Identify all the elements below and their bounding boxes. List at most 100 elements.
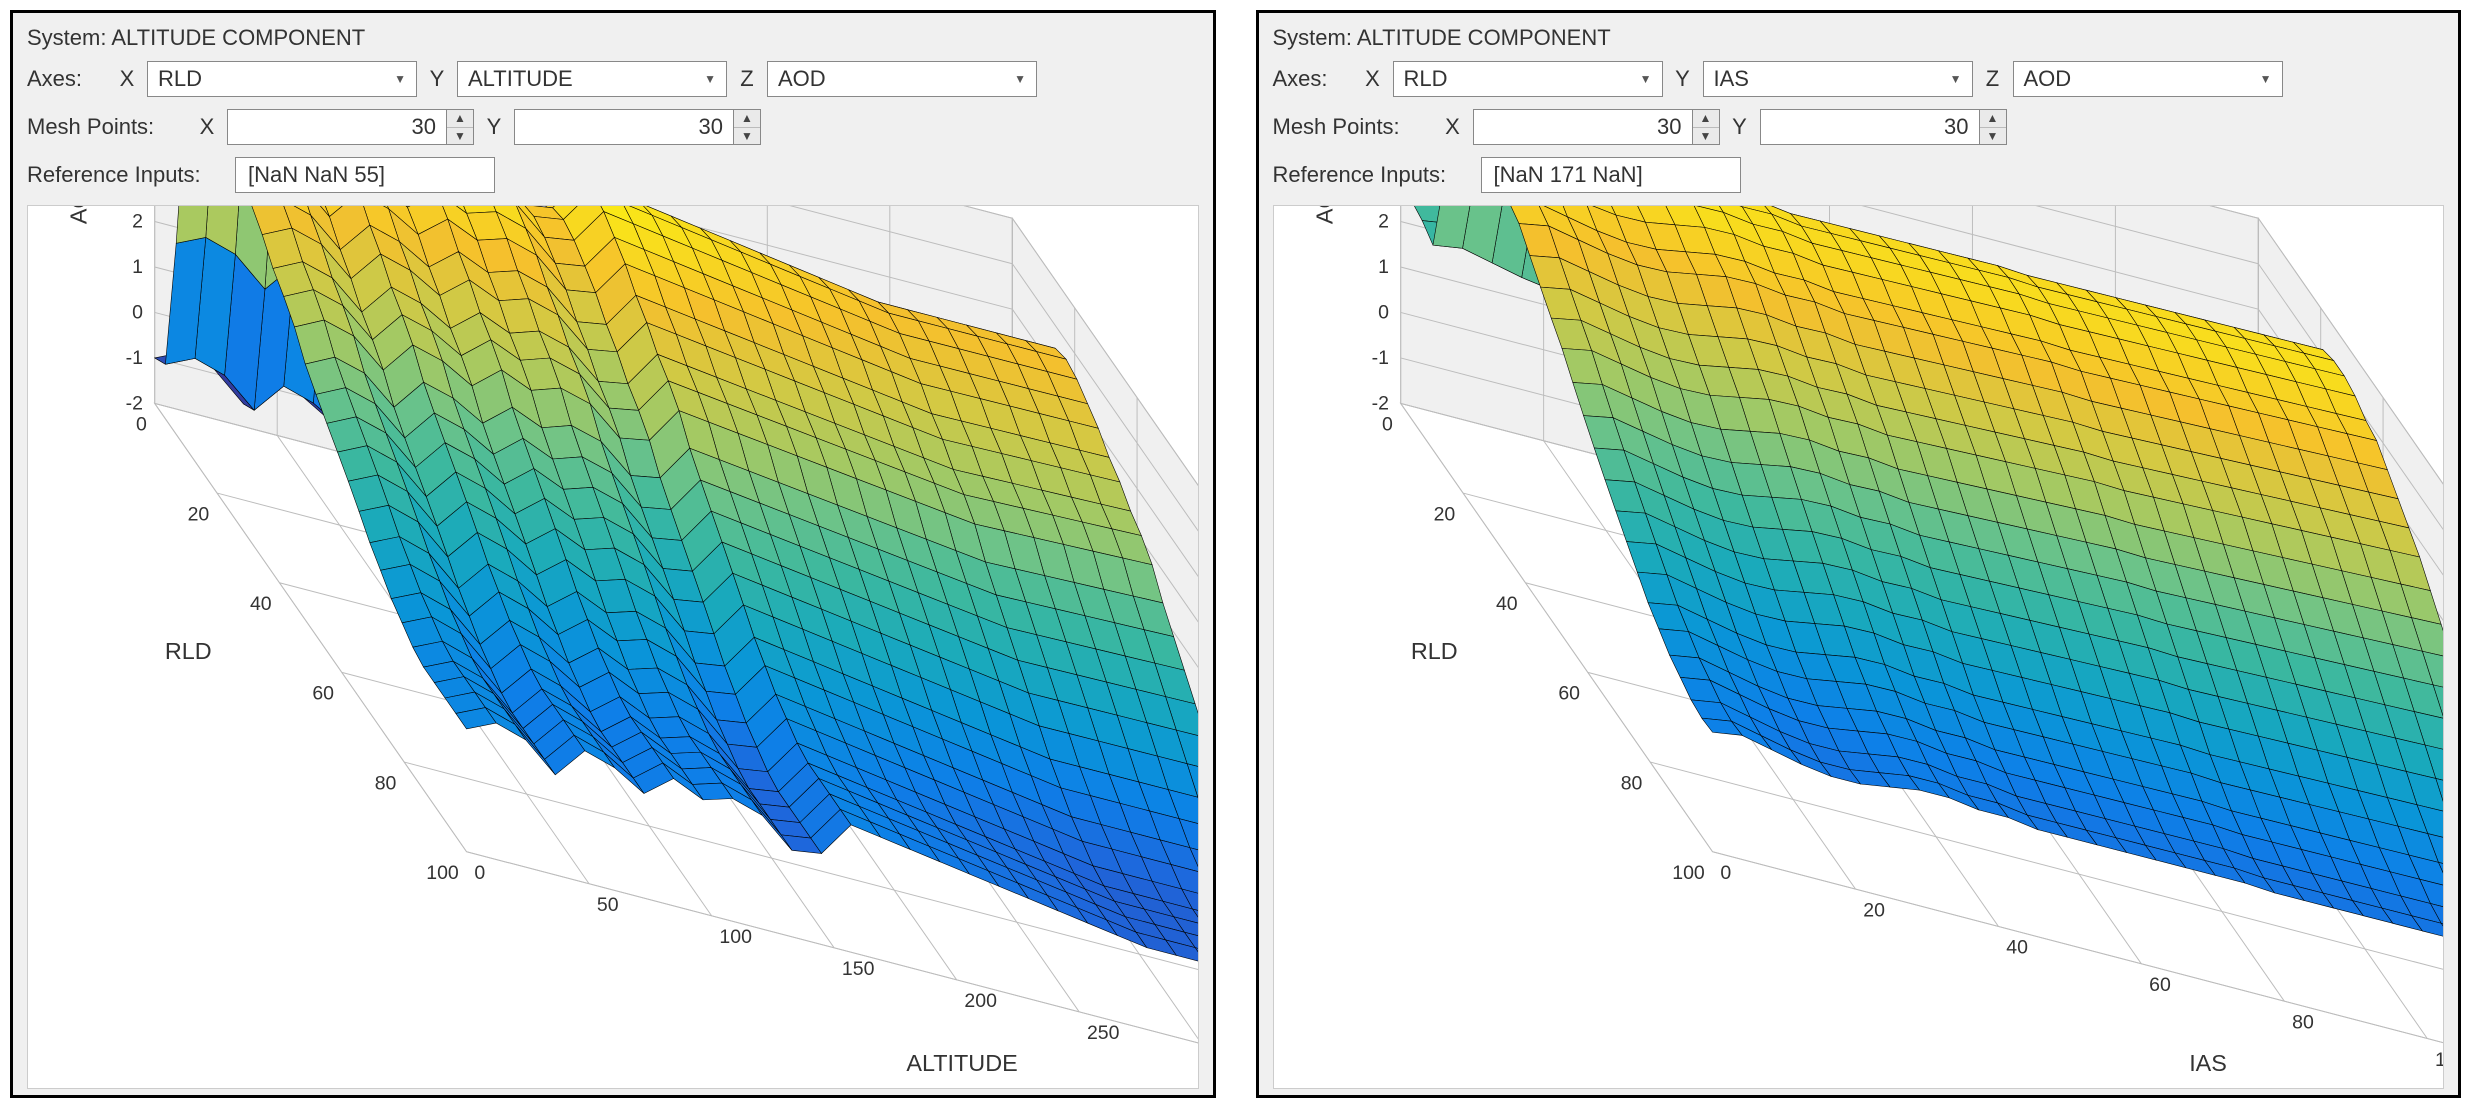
svg-text:0: 0 [1720, 862, 1731, 884]
svg-text:-2: -2 [126, 392, 143, 414]
mesh-y-input[interactable]: 30 [1760, 109, 1980, 145]
reference-input[interactable]: [NaN NaN 55] [235, 157, 495, 193]
svg-text:100: 100 [426, 862, 459, 884]
svg-text:AOD: AOD [1311, 206, 1337, 224]
svg-text:150: 150 [842, 958, 875, 980]
spinner-up-icon[interactable]: ▲ [1693, 110, 1719, 128]
system-title: System: ALTITUDE COMPONENT [1273, 25, 1611, 51]
svg-text:1: 1 [132, 256, 143, 278]
surface-plot-left[interactable]: -2-1012345670204060801000501001502002503… [27, 205, 1199, 1089]
surface-plot-right[interactable]: -2-101234567020406080100020406080100120R… [1273, 205, 2445, 1089]
reference-row: Reference Inputs: [NaN NaN 55] [21, 151, 1205, 199]
svg-text:-2: -2 [1371, 392, 1388, 414]
svg-text:100: 100 [1672, 862, 1705, 884]
svg-text:20: 20 [188, 503, 210, 525]
spinner-down-icon[interactable]: ▼ [1693, 128, 1719, 145]
spinner-up-icon[interactable]: ▲ [1980, 110, 2006, 128]
svg-text:-1: -1 [126, 347, 143, 369]
axis-x-label: X [1361, 66, 1385, 92]
system-title-row: System: ALTITUDE COMPONENT [1267, 21, 2451, 55]
svg-text:200: 200 [964, 990, 997, 1012]
svg-text:ALTITUDE: ALTITUDE [906, 1050, 1017, 1076]
axis-z-label: Z [1981, 66, 2005, 92]
spinner-up-icon[interactable]: ▲ [447, 110, 473, 128]
svg-text:2: 2 [132, 210, 143, 232]
spinner-down-icon[interactable]: ▼ [447, 128, 473, 145]
axis-z-label: Z [735, 66, 759, 92]
svg-text:0: 0 [136, 414, 147, 436]
axis-z-select[interactable]: AOD ▼ [2013, 61, 2283, 97]
svg-text:RLD: RLD [1410, 638, 1457, 664]
reference-label: Reference Inputs: [1273, 162, 1473, 188]
svg-text:60: 60 [2149, 974, 2171, 996]
svg-text:100: 100 [719, 926, 752, 948]
spinner-down-icon[interactable]: ▼ [1980, 128, 2006, 145]
svg-text:50: 50 [597, 894, 619, 916]
svg-text:0: 0 [132, 301, 143, 323]
mesh-y-label: Y [1728, 114, 1752, 140]
svg-text:IAS: IAS [2189, 1050, 2227, 1076]
svg-text:0: 0 [1378, 301, 1389, 323]
axis-y-select-value: IAS [1714, 66, 1749, 92]
axes-row: Axes: X RLD ▼ Y IAS ▼ Z AOD ▼ [1267, 55, 2451, 103]
panel-left: System: ALTITUDE COMPONENT Axes: X RLD ▼… [10, 10, 1216, 1098]
chevron-down-icon: ▼ [704, 72, 716, 86]
svg-text:-1: -1 [1371, 347, 1388, 369]
svg-text:RLD: RLD [165, 638, 212, 664]
svg-text:1: 1 [1378, 256, 1389, 278]
axis-x-select-value: RLD [1404, 66, 1448, 92]
axis-z-select[interactable]: AOD ▼ [767, 61, 1037, 97]
svg-text:40: 40 [1495, 593, 1517, 615]
mesh-label: Mesh Points: [27, 114, 187, 140]
spinner-up-icon[interactable]: ▲ [734, 110, 760, 128]
svg-text:80: 80 [1620, 772, 1642, 794]
axis-x-select[interactable]: RLD ▼ [147, 61, 417, 97]
mesh-x-spinner[interactable]: 30 ▲ ▼ [1473, 109, 1720, 145]
chevron-down-icon: ▼ [2260, 72, 2272, 86]
svg-text:40: 40 [2006, 937, 2028, 959]
svg-text:40: 40 [250, 593, 272, 615]
axis-z-select-value: AOD [778, 66, 826, 92]
axis-z-select-value: AOD [2024, 66, 2072, 92]
spinner-down-icon[interactable]: ▼ [734, 128, 760, 145]
mesh-y-label: Y [482, 114, 506, 140]
svg-text:0: 0 [1382, 414, 1393, 436]
svg-text:20: 20 [1863, 899, 1885, 921]
axes-label: Axes: [1273, 66, 1353, 92]
mesh-y-input[interactable]: 30 [514, 109, 734, 145]
mesh-x-input[interactable]: 30 [1473, 109, 1693, 145]
reference-input[interactable]: [NaN 171 NaN] [1481, 157, 1741, 193]
system-title-row: System: ALTITUDE COMPONENT [21, 21, 1205, 55]
svg-text:80: 80 [2292, 1011, 2314, 1033]
axis-y-select-value: ALTITUDE [468, 66, 573, 92]
svg-text:60: 60 [312, 683, 334, 705]
axis-x-label: X [115, 66, 139, 92]
svg-text:AOD: AOD [65, 206, 91, 224]
mesh-y-spinner[interactable]: 30 ▲ ▼ [1760, 109, 2007, 145]
chevron-down-icon: ▼ [1640, 72, 1652, 86]
axis-y-select[interactable]: IAS ▼ [1703, 61, 1973, 97]
svg-text:2: 2 [1378, 210, 1389, 232]
mesh-row: Mesh Points: X 30 ▲ ▼ Y 30 ▲ ▼ [21, 103, 1205, 151]
chevron-down-icon: ▼ [394, 72, 406, 86]
chevron-down-icon: ▼ [1014, 72, 1026, 86]
system-title: System: ALTITUDE COMPONENT [27, 25, 365, 51]
mesh-x-spinner[interactable]: 30 ▲ ▼ [227, 109, 474, 145]
mesh-x-label: X [1441, 114, 1465, 140]
mesh-y-spinner[interactable]: 30 ▲ ▼ [514, 109, 761, 145]
axes-label: Axes: [27, 66, 107, 92]
axis-y-label: Y [425, 66, 449, 92]
svg-text:100: 100 [2435, 1049, 2443, 1071]
svg-text:0: 0 [474, 862, 485, 884]
axis-y-select[interactable]: ALTITUDE ▼ [457, 61, 727, 97]
axis-x-select[interactable]: RLD ▼ [1393, 61, 1663, 97]
reference-row: Reference Inputs: [NaN 171 NaN] [1267, 151, 2451, 199]
mesh-label: Mesh Points: [1273, 114, 1433, 140]
axis-x-select-value: RLD [158, 66, 202, 92]
mesh-x-input[interactable]: 30 [227, 109, 447, 145]
mesh-row: Mesh Points: X 30 ▲ ▼ Y 30 ▲ ▼ [1267, 103, 2451, 151]
reference-label: Reference Inputs: [27, 162, 227, 188]
mesh-x-label: X [195, 114, 219, 140]
svg-text:80: 80 [375, 772, 397, 794]
axis-y-label: Y [1671, 66, 1695, 92]
